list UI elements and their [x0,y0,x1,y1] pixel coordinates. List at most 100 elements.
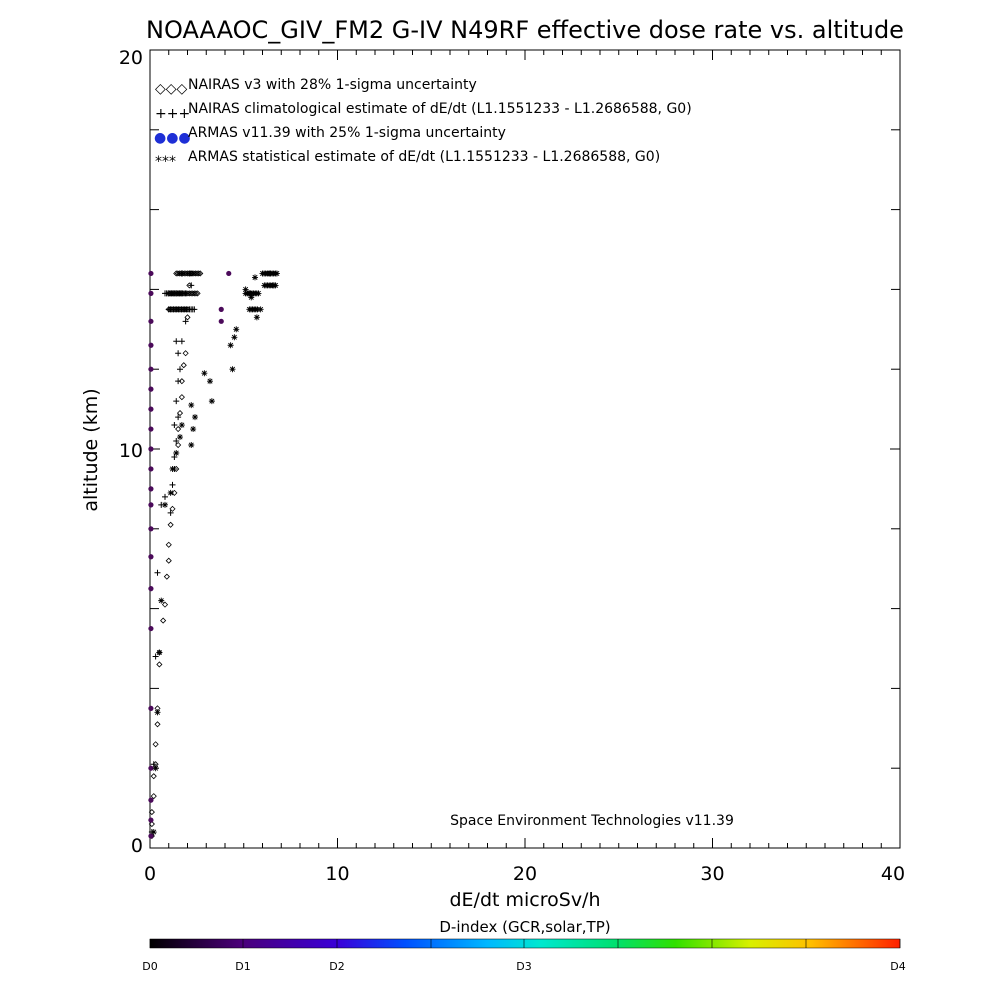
colorbar [149,938,901,949]
armas-point [148,466,154,472]
armas-statistical-point [231,334,238,341]
armas-point [148,270,154,277]
nairas-point [194,290,201,297]
legend: ◇◇◇ NAIRAS v3 with 28% 1-sigma uncertain… [154,77,692,170]
x-tick-label: 0 [144,863,156,885]
colorbar-title: D-index (GCR,solar,TP) [439,918,610,936]
armas-statistical-point [272,282,279,289]
y-tick-label: 10 [119,440,143,462]
armas-point [148,817,154,823]
armas-point [148,426,154,432]
armas-point [148,586,154,592]
nairas-climatological-point [173,398,180,405]
armas-point [226,270,232,277]
nairas-point [175,425,182,433]
nairas-point [178,394,185,401]
nairas-point [182,350,189,357]
nairas-point [148,809,155,816]
nairas-climatological-point [171,422,178,429]
colorbar-label: D1 [235,960,250,973]
nairas-climatological-point [152,653,159,660]
armas-point [218,306,224,312]
colorbar-label: D2 [329,960,344,973]
nairas-point [150,793,157,800]
legend-label-armas: ARMAS v11.39 with 25% 1-sigma uncertaint… [188,125,506,141]
x-tick-label: 10 [325,863,349,885]
armas-point [148,554,154,560]
armas-point [148,765,154,771]
armas-statistical-point [252,274,258,281]
x-tick-label: 30 [700,863,724,885]
y-axis-title: altitude (km) [80,388,102,511]
armas-statistical-point [169,465,176,472]
x-axis-title: dE/dt microSv/h [449,889,600,911]
nairas-point [175,441,182,449]
armas-statistical-point [248,294,255,301]
armas-point [148,502,154,508]
nairas-climatological-point [178,338,185,345]
nairas-climatological-point [162,493,168,500]
armas-statistical-point [207,378,213,385]
colorbar-ticks [149,939,901,948]
armas-point [148,318,154,324]
nairas-point [169,505,176,512]
nairas-climatological-point [182,318,189,325]
legend-symbol-nairas-climatological: +++ [155,106,190,122]
armas-statistical-point [229,366,236,373]
nairas-point [195,270,202,277]
nairas-climatological-point [177,366,183,373]
armas-statistical-point [254,306,261,313]
nairas-point [154,721,161,728]
armas-point [148,386,154,392]
nairas-climatological-point [179,290,186,297]
x-tick-label: 20 [513,863,537,885]
armas-statistical-point [201,370,208,377]
armas-point [148,625,154,632]
nairas-climatological-point [175,350,182,357]
nairas-point [176,410,184,417]
armas-point [148,486,154,492]
nairas-point [161,601,169,608]
nairas-climatological-point [154,569,161,576]
nairas-point [165,557,172,564]
colorbar-label: D3 [516,960,531,973]
nairas-point [165,541,172,548]
axis-ticks [149,49,901,849]
armas-statistical-point [192,414,198,421]
armas-statistical-point [188,402,195,409]
nairas-point [160,617,167,624]
colorbar-label: D0 [142,960,157,973]
nairas-point [156,661,163,668]
colorbar-label: D4 [890,960,905,973]
credit-annotation: Space Environment Technologies v11.39 [450,813,734,829]
nairas-climatological-point [175,378,182,385]
nairas-climatological-point [191,306,198,313]
legend-symbol-armas-statistical: *** [155,154,176,170]
armas-point [218,318,224,324]
armas-statistical-point [150,829,157,836]
legend-symbol-nairas: ◇◇◇ [155,81,188,97]
armas-statistical-point [257,306,264,313]
y-tick-label: 0 [131,835,143,857]
nairas-climatological-point [173,438,180,445]
nairas-climatological-point [169,481,176,488]
armas-statistical-point [178,422,185,429]
armas-point [148,705,154,711]
nairas-point [167,521,174,528]
armas-statistical-point [273,270,280,277]
legend-label-armas-statistical: ARMAS statistical estimate of dE/dt (L1.… [188,149,660,165]
armas-point [148,290,154,296]
armas-statistical-point [255,290,262,297]
nairas-point [163,573,170,580]
armas-statistical-point [154,709,161,716]
armas-statistical-point [233,326,240,333]
nairas-climatological-point [175,414,182,421]
chart-title: NOAAAOC_GIV_FM2 G-IV N49RF effective dos… [146,16,904,44]
nairas-point [192,290,200,297]
nairas-climatological-point [188,282,195,289]
y-tick-label: 20 [119,47,143,69]
data-marks [148,270,280,840]
plot-frame [149,49,901,849]
armas-statistical-point [188,442,195,449]
armas-point [148,342,154,348]
